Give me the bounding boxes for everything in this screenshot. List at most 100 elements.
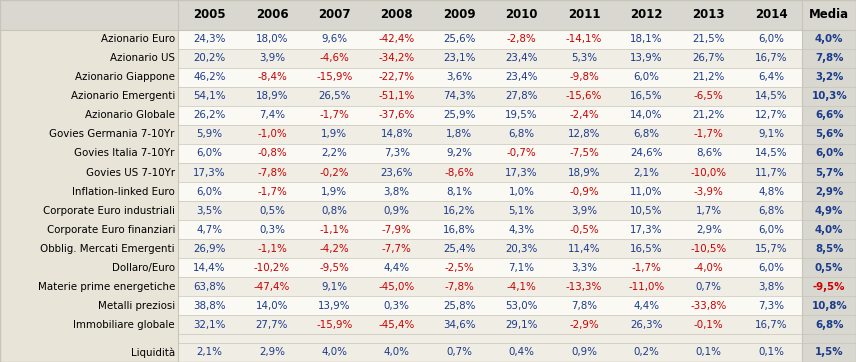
Text: -45,4%: -45,4% bbox=[378, 320, 415, 330]
Bar bbox=[241, 125, 303, 144]
Bar bbox=[802, 49, 856, 68]
Bar bbox=[490, 68, 553, 87]
Text: 10,3%: 10,3% bbox=[811, 91, 847, 101]
Bar bbox=[802, 334, 856, 343]
Bar bbox=[241, 49, 303, 68]
Text: 23,1%: 23,1% bbox=[443, 53, 475, 63]
Text: 26,3%: 26,3% bbox=[630, 320, 663, 330]
Text: 26,7%: 26,7% bbox=[693, 53, 725, 63]
Bar bbox=[490, 182, 553, 201]
Bar bbox=[178, 68, 241, 87]
Text: Govies Germania 7-10Yr: Govies Germania 7-10Yr bbox=[50, 130, 175, 139]
Bar bbox=[0, 49, 178, 68]
Text: 7,1%: 7,1% bbox=[508, 263, 535, 273]
Bar bbox=[553, 315, 615, 334]
Text: 6,8%: 6,8% bbox=[815, 320, 843, 330]
Bar bbox=[553, 0, 615, 30]
Bar bbox=[553, 343, 615, 362]
Text: 6,0%: 6,0% bbox=[815, 148, 843, 159]
Bar bbox=[428, 125, 490, 144]
Bar bbox=[615, 125, 678, 144]
Bar bbox=[241, 144, 303, 163]
Text: 2005: 2005 bbox=[193, 8, 226, 21]
Text: Corporate Euro industriali: Corporate Euro industriali bbox=[43, 206, 175, 216]
Bar bbox=[802, 315, 856, 334]
Text: 4,0%: 4,0% bbox=[815, 225, 843, 235]
Text: 0,1%: 0,1% bbox=[758, 348, 784, 358]
Bar bbox=[303, 163, 366, 182]
Bar bbox=[740, 239, 802, 258]
Text: 16,5%: 16,5% bbox=[630, 91, 663, 101]
Bar bbox=[490, 125, 553, 144]
Text: 14,0%: 14,0% bbox=[630, 110, 663, 121]
Bar bbox=[490, 87, 553, 106]
Bar bbox=[553, 277, 615, 296]
Text: 9,6%: 9,6% bbox=[321, 34, 348, 44]
Bar bbox=[241, 220, 303, 239]
Text: 13,9%: 13,9% bbox=[318, 301, 351, 311]
Bar bbox=[615, 296, 678, 315]
Bar bbox=[490, 315, 553, 334]
Text: -14,1%: -14,1% bbox=[566, 34, 603, 44]
Text: -10,2%: -10,2% bbox=[254, 263, 290, 273]
Text: -10,5%: -10,5% bbox=[691, 244, 727, 254]
Text: 0,3%: 0,3% bbox=[259, 225, 285, 235]
Text: 1,9%: 1,9% bbox=[321, 186, 348, 197]
Bar bbox=[678, 315, 740, 334]
Bar bbox=[490, 0, 553, 30]
Bar bbox=[366, 220, 428, 239]
Bar bbox=[178, 106, 241, 125]
Bar bbox=[241, 315, 303, 334]
Bar bbox=[0, 182, 178, 201]
Text: 29,1%: 29,1% bbox=[505, 320, 538, 330]
Bar bbox=[678, 49, 740, 68]
Bar bbox=[490, 30, 553, 49]
Bar bbox=[678, 68, 740, 87]
Text: -1,1%: -1,1% bbox=[257, 244, 287, 254]
Bar bbox=[553, 239, 615, 258]
Text: -34,2%: -34,2% bbox=[378, 53, 415, 63]
Text: 3,9%: 3,9% bbox=[259, 53, 285, 63]
Bar bbox=[553, 220, 615, 239]
Bar bbox=[802, 201, 856, 220]
Bar bbox=[178, 125, 241, 144]
Bar bbox=[0, 30, 178, 49]
Bar bbox=[0, 315, 178, 334]
Text: -0,7%: -0,7% bbox=[507, 148, 537, 159]
Bar bbox=[802, 220, 856, 239]
Bar bbox=[553, 258, 615, 277]
Text: 2012: 2012 bbox=[630, 8, 663, 21]
Bar bbox=[303, 49, 366, 68]
Bar bbox=[178, 0, 241, 30]
Bar bbox=[802, 68, 856, 87]
Text: 6,0%: 6,0% bbox=[197, 186, 223, 197]
Text: 20,3%: 20,3% bbox=[505, 244, 538, 254]
Text: 25,4%: 25,4% bbox=[443, 244, 475, 254]
Bar bbox=[366, 125, 428, 144]
Text: 16,7%: 16,7% bbox=[755, 320, 788, 330]
Bar bbox=[303, 182, 366, 201]
Bar bbox=[0, 87, 178, 106]
Text: 2009: 2009 bbox=[443, 8, 476, 21]
Bar bbox=[428, 144, 490, 163]
Bar bbox=[0, 163, 178, 182]
Bar bbox=[553, 296, 615, 315]
Text: 17,3%: 17,3% bbox=[630, 225, 663, 235]
Text: 16,5%: 16,5% bbox=[630, 244, 663, 254]
Bar bbox=[303, 106, 366, 125]
Bar bbox=[303, 125, 366, 144]
Text: -8,6%: -8,6% bbox=[444, 168, 474, 177]
Bar bbox=[802, 277, 856, 296]
Bar bbox=[615, 258, 678, 277]
Bar bbox=[490, 258, 553, 277]
Bar bbox=[802, 0, 856, 30]
Text: 5,7%: 5,7% bbox=[815, 168, 843, 177]
Text: 15,7%: 15,7% bbox=[755, 244, 788, 254]
Text: 25,8%: 25,8% bbox=[443, 301, 475, 311]
Text: 16,7%: 16,7% bbox=[755, 53, 788, 63]
Bar bbox=[0, 334, 178, 343]
Bar bbox=[366, 334, 428, 343]
Bar bbox=[740, 144, 802, 163]
Bar bbox=[241, 334, 303, 343]
Bar bbox=[802, 163, 856, 182]
